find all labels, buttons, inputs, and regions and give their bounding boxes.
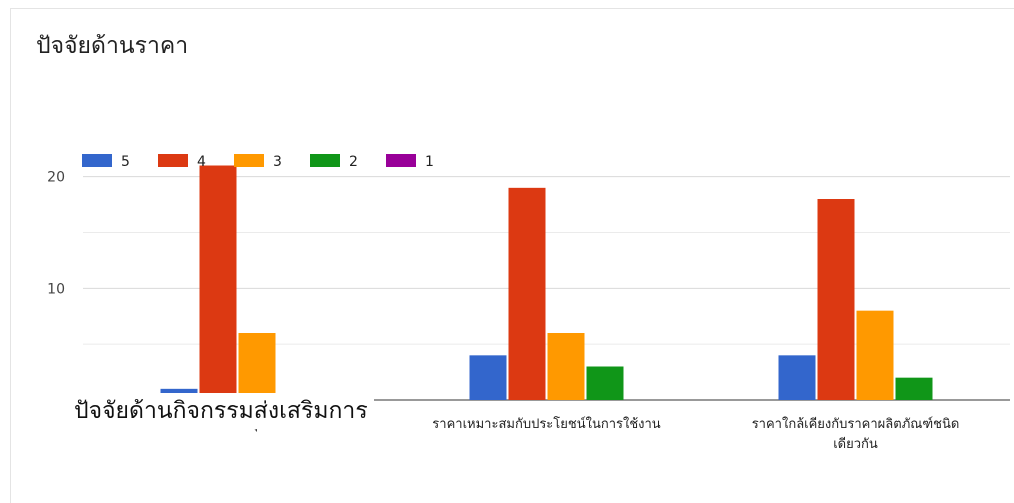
y-tick-label: 20 — [47, 170, 65, 186]
bar-3-cat1 — [238, 333, 276, 400]
overlay-caption: ปัจจัยด้านกิจกรรมส่งเสริมการ — [74, 393, 374, 429]
bar-3-cat2 — [547, 333, 585, 400]
bar-5-cat3 — [778, 355, 816, 400]
legend-swatch-1 — [386, 154, 416, 167]
bar-2-cat2 — [586, 366, 624, 400]
legend-swatch-3 — [234, 154, 264, 167]
y-tick-label: 10 — [47, 281, 65, 297]
legend-label-5: 5 — [121, 154, 130, 170]
bar-5-cat2 — [469, 355, 507, 400]
legend-label-3: 3 — [273, 154, 282, 170]
bar-4-cat1 — [199, 165, 237, 400]
legend-label-2: 2 — [349, 154, 358, 170]
category-label: ราคาใกล้เคียงกับราคาผลิตภัณฑ์ชนิด — [752, 416, 960, 432]
legend-swatch-2 — [310, 154, 340, 167]
bar-4-cat3 — [817, 199, 855, 400]
bar-2-cat3 — [895, 377, 933, 400]
category-label: ราคาเหมาะสมกับประโยชน์ในการใช้งาน — [432, 416, 661, 432]
legend-swatch-4 — [158, 154, 188, 167]
bar-4-cat2 — [508, 187, 546, 400]
legend-label-4: 4 — [197, 154, 206, 170]
chart-title: ปัจจัยด้านราคา — [36, 33, 189, 59]
category-label: เดียวกัน — [833, 436, 878, 452]
legend-label-1: 1 — [425, 154, 434, 170]
legend-swatch-5 — [82, 154, 112, 167]
bar-3-cat3 — [856, 310, 894, 400]
